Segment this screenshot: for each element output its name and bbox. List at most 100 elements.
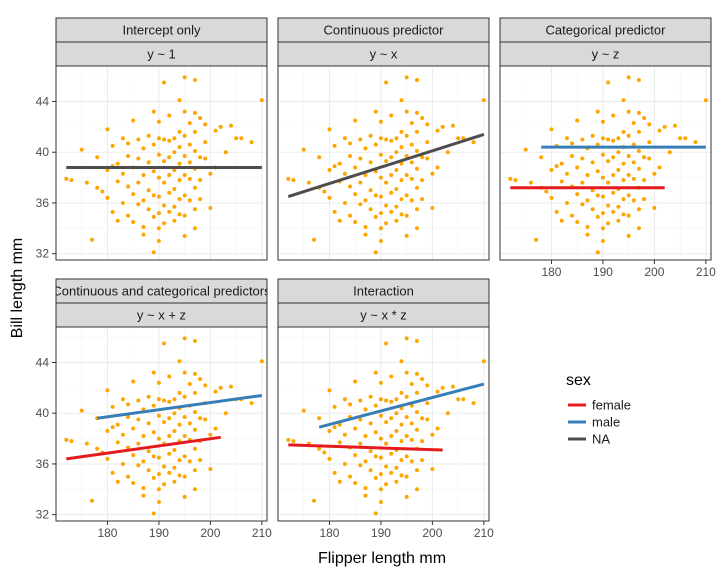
data-point [213, 426, 218, 431]
data-point [683, 136, 688, 141]
data-point [348, 141, 353, 146]
data-point [616, 167, 621, 172]
strip-label: Categorical predictor [546, 23, 667, 38]
data-point [172, 186, 177, 191]
data-point [575, 192, 580, 197]
data-point [363, 146, 368, 151]
data-point [378, 413, 383, 418]
data-point [404, 415, 409, 420]
data-point [420, 458, 425, 463]
data-point [167, 434, 172, 439]
data-point [559, 179, 564, 184]
data-point [105, 127, 110, 132]
data-point [389, 190, 394, 195]
data-point [146, 188, 151, 193]
data-point [549, 167, 554, 172]
data-point [136, 441, 141, 446]
y-tick-label: 36 [36, 196, 50, 210]
data-point [368, 468, 373, 473]
data-point [373, 430, 378, 435]
data-point [595, 169, 600, 174]
data-point [146, 421, 151, 426]
data-point [378, 136, 383, 141]
data-point [223, 411, 228, 416]
data-point [394, 204, 399, 209]
data-point [672, 123, 677, 128]
data-point [167, 155, 172, 160]
data-point [606, 203, 611, 208]
data-point [306, 180, 311, 185]
data-point [404, 494, 409, 499]
data-point [342, 171, 347, 176]
data-point [291, 178, 296, 183]
data-point [404, 434, 409, 439]
points-group [286, 336, 486, 516]
data-point [414, 166, 419, 171]
data-point [445, 411, 450, 416]
data-point [544, 189, 549, 194]
data-point [409, 421, 414, 426]
facet-panel: Categorical predictor y ~ z 180 190 200 210 [499, 17, 716, 279]
data-point [404, 213, 409, 218]
data-point [414, 371, 419, 376]
data-point [146, 207, 151, 212]
data-point [414, 207, 419, 212]
data-point [389, 173, 394, 178]
strip-label: Interaction [353, 284, 414, 299]
data-point [414, 129, 419, 134]
data-point [151, 454, 156, 459]
data-point [409, 198, 414, 203]
data-point [110, 209, 115, 214]
data-point [79, 147, 84, 152]
data-point [177, 390, 182, 395]
data-point [389, 434, 394, 439]
data-point [378, 194, 383, 199]
data-point [534, 237, 539, 242]
data-point [384, 398, 389, 403]
data-point [657, 165, 662, 170]
data-point [187, 382, 192, 387]
data-point [590, 133, 595, 138]
data-point [616, 136, 621, 141]
panel-background [56, 327, 267, 521]
data-point [126, 474, 131, 479]
data-point [394, 411, 399, 416]
data-point [399, 212, 404, 217]
x-tick-label: 210 [474, 526, 494, 540]
data-point [342, 200, 347, 205]
panel-background [278, 66, 489, 260]
data-point [399, 458, 404, 463]
data-point [600, 175, 605, 180]
data-point [363, 434, 368, 439]
data-point [358, 463, 363, 468]
panel-background [278, 327, 489, 521]
data-point [414, 427, 419, 432]
data-point [90, 237, 95, 242]
data-point [414, 390, 419, 395]
data-point [64, 437, 69, 442]
data-point [182, 434, 187, 439]
data-point [399, 197, 404, 202]
data-point [198, 115, 203, 120]
data-point [399, 129, 404, 134]
data-point [368, 207, 373, 212]
data-point [435, 128, 440, 133]
data-point [611, 190, 616, 195]
strip-formula: y ~ z [592, 47, 620, 62]
data-point [120, 461, 125, 466]
data-point [177, 197, 182, 202]
data-point [110, 470, 115, 475]
y-tick-label: 32 [36, 247, 50, 261]
data-point [590, 207, 595, 212]
data-point [126, 154, 131, 159]
data-point [198, 458, 203, 463]
data-point [162, 398, 167, 403]
data-point [332, 209, 337, 214]
data-point [384, 159, 389, 164]
data-point [317, 446, 322, 451]
data-point [575, 219, 580, 224]
data-point [549, 195, 554, 200]
data-point [64, 176, 69, 181]
data-point [172, 204, 177, 209]
strip-label-box [277, 17, 490, 43]
